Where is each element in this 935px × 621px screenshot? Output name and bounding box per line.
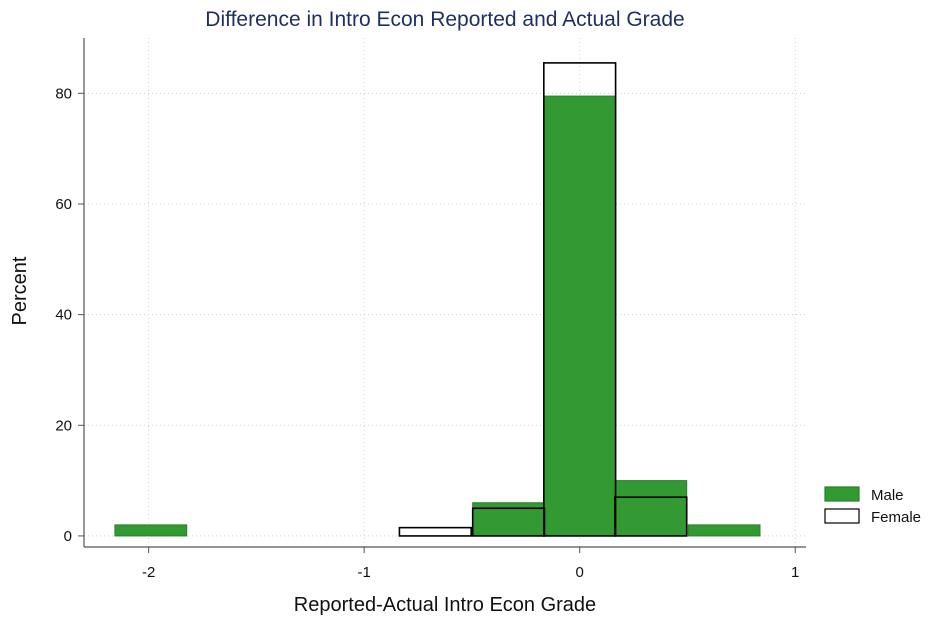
y-tick-label: 20	[55, 417, 72, 434]
chart-title: Difference in Intro Econ Reported and Ac…	[205, 8, 684, 31]
y-tick-label: 40	[55, 307, 72, 324]
legend-swatch-male	[824, 486, 860, 502]
y-axis-title: Percent	[9, 256, 31, 325]
x-tick-label: -2	[142, 564, 155, 581]
x-axis-title: Reported-Actual Intro Econ Grade	[294, 594, 596, 616]
x-tick-label: -1	[358, 564, 371, 581]
y-tick-label: 80	[55, 85, 72, 102]
y-tick-label: 60	[55, 196, 72, 213]
male-bar	[114, 524, 188, 537]
grid-lines	[84, 38, 806, 547]
legend-label-female: Female	[871, 509, 921, 526]
legend-label-male: Male	[871, 487, 904, 504]
female-bar	[614, 496, 688, 537]
x-tick-label: 0	[576, 564, 584, 581]
bars	[114, 62, 761, 537]
y-tick-label: 0	[64, 528, 72, 545]
male-bar	[543, 95, 617, 537]
male-bar	[687, 524, 761, 537]
axes: 0 20 40 60 80 -2 -1 0 1	[55, 38, 806, 581]
female-bar	[398, 526, 472, 537]
x-tick-label: 1	[791, 564, 799, 581]
legend: Male Female	[824, 486, 921, 526]
male-bar	[614, 480, 688, 537]
female-bar	[543, 62, 617, 537]
legend-swatch-female	[824, 508, 860, 524]
